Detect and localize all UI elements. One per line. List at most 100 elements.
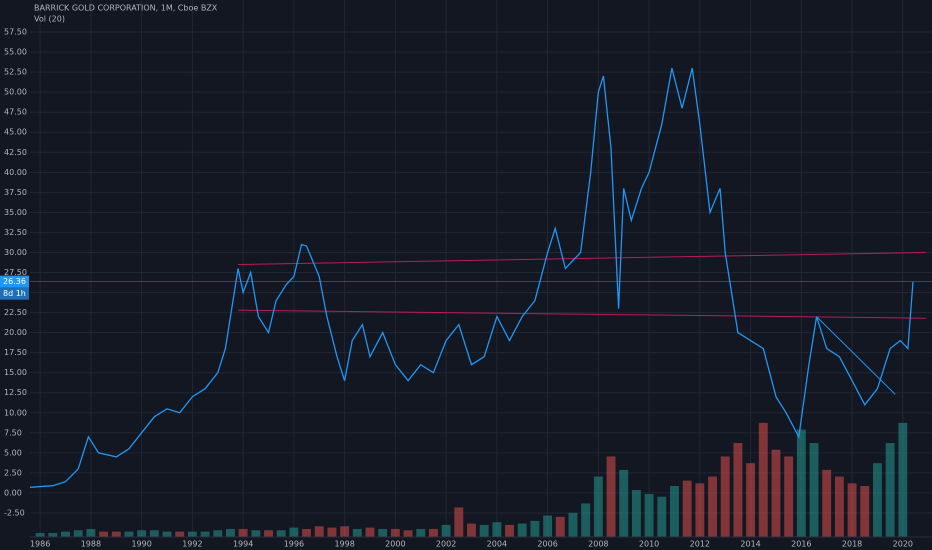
volume-bar — [467, 523, 476, 537]
volume-bar — [860, 485, 870, 537]
volume-bar — [581, 503, 591, 537]
x-tick-label: 1986 — [30, 540, 50, 549]
volume-bar — [200, 531, 210, 537]
volume-bar — [340, 526, 350, 537]
volume-bar — [213, 530, 223, 537]
volume-bar — [873, 463, 882, 537]
volume-bar — [809, 443, 819, 537]
x-tick-label: 2000 — [385, 540, 405, 549]
volume-bar — [365, 527, 375, 537]
x-tick-label: 2006 — [537, 540, 557, 549]
volume-bar — [479, 524, 489, 537]
volume-bar — [847, 483, 857, 537]
x-tick-label: 1988 — [81, 540, 101, 549]
y-tick-label: 37.50 — [4, 188, 27, 197]
y-tick-label: 50.00 — [4, 88, 27, 97]
x-tick-label: 1998 — [334, 540, 354, 549]
volume-bar — [505, 524, 514, 537]
y-tick-label: -2.50 — [4, 508, 25, 517]
volume-bar — [302, 528, 312, 537]
volume-bar — [606, 456, 616, 537]
price-tag-label: 26.36 — [3, 277, 26, 286]
volume-bar — [226, 528, 235, 537]
volume-bar — [403, 530, 413, 537]
volume-bar — [264, 530, 273, 537]
x-tick-label: 2008 — [588, 540, 608, 549]
x-tick-label: 2004 — [487, 540, 507, 549]
y-tick-label: 12.50 — [4, 388, 27, 397]
y-tick-label: 57.50 — [4, 28, 27, 37]
x-tick-label: 2014 — [740, 540, 760, 549]
volume-bar — [162, 531, 172, 537]
countdown-tag — [0, 287, 29, 300]
volume-bar — [657, 496, 667, 537]
volume-bar — [390, 528, 400, 537]
x-tick-label: 2016 — [791, 540, 811, 549]
volume-bar — [289, 527, 299, 537]
volume-bar — [822, 469, 832, 537]
volume-bar — [35, 532, 45, 537]
volume-bar — [568, 512, 578, 537]
volume-bar — [428, 528, 438, 537]
volume-bar — [733, 443, 743, 537]
volume-bar — [555, 516, 565, 537]
y-tick-label: 45.00 — [4, 128, 27, 137]
y-tick-label: 55.00 — [4, 48, 27, 57]
volume-bar — [758, 422, 768, 537]
y-tick-label: 2.50 — [4, 468, 22, 477]
y-tick-label: 5.00 — [4, 448, 22, 457]
volume-bar — [670, 485, 679, 537]
volume-bar — [378, 528, 388, 537]
volume-bar — [695, 483, 705, 537]
y-tick-label: 40.00 — [4, 168, 27, 177]
x-tick-label: 1990 — [131, 540, 151, 549]
x-tick-label: 1994 — [233, 540, 253, 549]
volume-bar — [771, 449, 781, 537]
volume-bar — [251, 530, 261, 537]
volume-bar — [99, 531, 109, 537]
x-tick-label: 2018 — [842, 540, 862, 549]
volume-bar — [352, 528, 362, 537]
volume-bar — [238, 528, 248, 537]
price-line — [29, 67, 914, 488]
volume-bar — [327, 527, 337, 537]
volume-bar — [619, 469, 629, 537]
trend-line — [816, 316, 896, 395]
volume-bar — [61, 531, 70, 537]
y-tick-label: 32.50 — [4, 228, 27, 237]
countdown-label: 8d 1h — [3, 289, 26, 298]
volume-bar — [746, 463, 756, 537]
y-tick-label: 22.50 — [4, 308, 27, 317]
volume-bar — [276, 530, 286, 537]
y-tick-label: 10.00 — [4, 408, 27, 417]
volume-bar — [644, 494, 654, 537]
volume-bar — [898, 422, 908, 537]
volume-bar — [187, 531, 197, 537]
indicator-label: Vol (20) — [34, 15, 65, 24]
volume-bar — [48, 532, 58, 537]
volume-bar — [784, 456, 794, 537]
x-tick-label: 1996 — [284, 540, 304, 549]
x-tick-label: 2002 — [436, 540, 456, 549]
volume-bar — [708, 476, 717, 537]
y-tick-label: 17.50 — [4, 348, 27, 357]
volume-bar — [124, 531, 134, 537]
volume-bar — [492, 522, 502, 537]
price-tag — [0, 275, 29, 288]
volume-bar — [593, 476, 603, 537]
volume-bar — [314, 526, 324, 537]
volume-bar — [796, 429, 806, 537]
volume-bar — [885, 443, 895, 537]
volume-bar — [175, 531, 185, 537]
trend-line — [238, 309, 926, 319]
x-tick-label: 2012 — [690, 540, 710, 549]
volume-bar — [834, 476, 844, 537]
volume-bar — [543, 515, 553, 537]
volume-bar — [73, 530, 83, 537]
x-tick-label: 2020 — [893, 540, 913, 549]
y-tick-label: 35.00 — [4, 208, 27, 217]
volume-bar — [111, 531, 121, 537]
volume-bar — [149, 530, 159, 537]
